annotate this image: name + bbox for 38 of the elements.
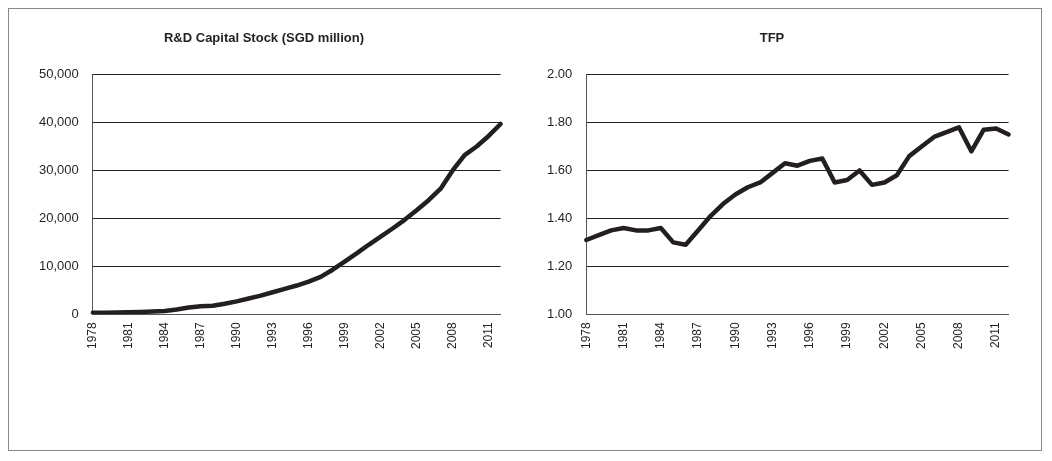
chart-title: TFP	[759, 30, 785, 46]
x-tick-label: 2008	[444, 321, 459, 350]
x-tick-label: 1987	[690, 321, 705, 350]
x-tick-label: 1981	[121, 321, 136, 350]
x-tick-label: 2002	[876, 321, 891, 350]
x-tick-label: 1990	[229, 321, 244, 350]
x-tick-label: 1999	[839, 321, 854, 350]
x-tick-label: 2005	[913, 321, 928, 350]
x-tick-label: 1984	[157, 321, 172, 350]
chart-title: R&D Capital Stock (SGD million)	[163, 30, 365, 46]
y-tick-label: 10,000	[39, 257, 79, 273]
x-tick-label: 1993	[764, 321, 779, 350]
x-tick-label: 1978	[578, 321, 593, 350]
x-tick-label: 2008	[951, 321, 966, 350]
y-tick-label: 1.60	[546, 162, 573, 178]
x-tick-label: 1978	[85, 321, 100, 350]
y-tick-label: 1.80	[546, 114, 573, 130]
x-tick-label: 2011	[480, 321, 495, 349]
x-tick-label: 2005	[408, 321, 423, 350]
y-tick-label: 1.00	[546, 305, 573, 321]
y-tick-label: 30,000	[39, 162, 79, 178]
y-tick-label: 1.20	[546, 257, 573, 273]
x-tick-label: 1981	[615, 321, 630, 350]
x-tick-label: 2002	[372, 321, 387, 350]
x-tick-label: 1987	[193, 321, 208, 350]
y-tick-label: 2.00	[546, 66, 573, 82]
y-tick-label: 1.40	[546, 210, 573, 225]
x-tick-label: 1996	[802, 321, 817, 350]
y-tick-label: 40,000	[39, 114, 79, 130]
x-tick-label: 1993	[265, 321, 279, 350]
x-tick-label: 1990	[727, 321, 742, 350]
y-tick-label: 0	[71, 305, 79, 321]
x-tick-label: 1984	[653, 321, 668, 350]
x-tick-label: 1999	[336, 321, 351, 350]
x-tick-label: 2011	[988, 321, 1003, 349]
y-tick-label: 50,000	[39, 66, 79, 82]
y-tick-label: 20,000	[39, 210, 79, 225]
x-tick-label: 1996	[300, 321, 315, 350]
